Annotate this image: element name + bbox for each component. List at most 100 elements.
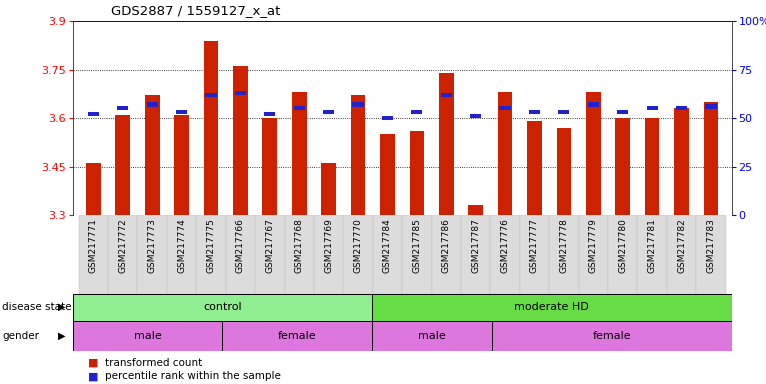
Bar: [264, 112, 276, 116]
Bar: [116, 115, 130, 215]
Text: moderate HD: moderate HD: [515, 302, 589, 312]
Bar: [410, 131, 424, 215]
Text: GSM217786: GSM217786: [442, 218, 450, 273]
Bar: [79, 215, 108, 294]
Text: GSM217781: GSM217781: [647, 218, 656, 273]
Bar: [351, 96, 365, 215]
Bar: [588, 103, 599, 107]
Text: transformed count: transformed count: [105, 358, 202, 368]
Text: GSM217773: GSM217773: [148, 218, 157, 273]
Bar: [255, 215, 284, 294]
Bar: [667, 215, 696, 294]
Bar: [174, 115, 189, 215]
Bar: [117, 106, 129, 111]
Text: GSM217770: GSM217770: [354, 218, 362, 273]
Text: ■: ■: [88, 371, 99, 381]
Bar: [674, 108, 689, 215]
Bar: [352, 103, 364, 107]
Bar: [284, 215, 314, 294]
Bar: [578, 215, 608, 294]
Bar: [373, 215, 402, 294]
Text: GSM217768: GSM217768: [295, 218, 303, 273]
Bar: [196, 215, 226, 294]
Bar: [167, 215, 196, 294]
Bar: [176, 110, 187, 114]
Bar: [490, 215, 520, 294]
Bar: [468, 205, 483, 215]
Bar: [549, 215, 578, 294]
Bar: [529, 110, 540, 114]
Text: GSM217774: GSM217774: [177, 218, 186, 273]
Bar: [372, 294, 732, 321]
Text: disease state: disease state: [2, 302, 72, 312]
Bar: [557, 128, 571, 215]
Bar: [343, 215, 373, 294]
Bar: [411, 110, 422, 114]
Bar: [293, 106, 305, 111]
Text: GSM217787: GSM217787: [471, 218, 480, 273]
Bar: [470, 114, 481, 118]
Bar: [696, 215, 725, 294]
Text: GSM217783: GSM217783: [706, 218, 715, 273]
Text: control: control: [203, 302, 242, 312]
Text: GSM217777: GSM217777: [530, 218, 539, 273]
Bar: [233, 66, 247, 215]
Bar: [586, 92, 601, 215]
Text: ■: ■: [88, 358, 99, 368]
Text: ▶: ▶: [57, 302, 65, 312]
Text: GSM217785: GSM217785: [412, 218, 421, 273]
Bar: [647, 106, 658, 111]
Bar: [205, 93, 217, 97]
Bar: [73, 321, 222, 351]
Bar: [323, 110, 334, 114]
Bar: [146, 103, 158, 107]
Bar: [527, 121, 542, 215]
Bar: [637, 215, 667, 294]
Bar: [108, 215, 137, 294]
Bar: [705, 104, 716, 109]
Bar: [321, 163, 336, 215]
Text: GSM217776: GSM217776: [501, 218, 509, 273]
Bar: [86, 163, 100, 215]
Bar: [499, 106, 511, 111]
Text: female: female: [278, 331, 316, 341]
Bar: [558, 110, 569, 114]
Bar: [226, 215, 255, 294]
Text: male: male: [134, 331, 162, 341]
Bar: [439, 73, 453, 215]
Text: GDS2887 / 1559127_x_at: GDS2887 / 1559127_x_at: [111, 4, 280, 17]
Bar: [440, 93, 452, 97]
Bar: [292, 92, 306, 215]
Text: ▶: ▶: [57, 331, 65, 341]
Text: GSM217769: GSM217769: [324, 218, 333, 273]
Text: percentile rank within the sample: percentile rank within the sample: [105, 371, 281, 381]
Bar: [402, 215, 431, 294]
Bar: [645, 118, 660, 215]
Bar: [615, 118, 630, 215]
Text: female: female: [592, 331, 631, 341]
Bar: [608, 215, 637, 294]
Bar: [382, 116, 393, 120]
Text: GSM217784: GSM217784: [383, 218, 392, 273]
Bar: [73, 294, 372, 321]
Bar: [372, 321, 492, 351]
Text: GSM217779: GSM217779: [589, 218, 597, 273]
Bar: [520, 215, 549, 294]
Bar: [314, 215, 343, 294]
Text: GSM217775: GSM217775: [207, 218, 215, 273]
Text: GSM217780: GSM217780: [618, 218, 627, 273]
Bar: [431, 215, 461, 294]
Bar: [617, 110, 628, 114]
Text: male: male: [418, 331, 446, 341]
Bar: [380, 134, 394, 215]
Text: gender: gender: [2, 331, 39, 341]
Bar: [204, 41, 218, 215]
Bar: [263, 118, 277, 215]
Bar: [88, 112, 99, 116]
Bar: [492, 321, 732, 351]
Bar: [461, 215, 490, 294]
Bar: [137, 215, 167, 294]
Bar: [222, 321, 372, 351]
Bar: [498, 92, 512, 215]
Text: GSM217766: GSM217766: [236, 218, 245, 273]
